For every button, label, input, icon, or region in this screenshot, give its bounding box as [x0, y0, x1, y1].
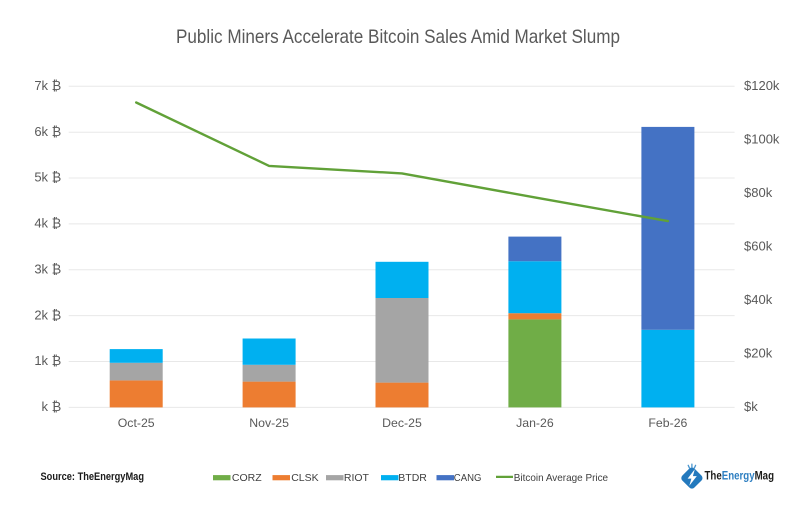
- svg-text:CORZ: CORZ: [232, 472, 262, 484]
- svg-text:BTDR: BTDR: [398, 472, 427, 484]
- svg-text:3k ₿: 3k ₿: [34, 262, 61, 277]
- svg-text:RIOT: RIOT: [344, 472, 370, 484]
- svg-text:CLSK: CLSK: [291, 472, 318, 484]
- svg-text:k ₿: k ₿: [42, 399, 62, 414]
- svg-text:$60k: $60k: [744, 239, 773, 254]
- svg-text:$80k: $80k: [744, 185, 773, 200]
- svg-text:2k ₿: 2k ₿: [34, 307, 61, 322]
- svg-text:5k ₿: 5k ₿: [34, 170, 61, 185]
- svg-text:Dec-25: Dec-25: [382, 416, 422, 430]
- svg-text:$100k: $100k: [744, 132, 780, 147]
- svg-text:7k ₿: 7k ₿: [34, 78, 61, 93]
- svg-text:Jan-26: Jan-26: [516, 416, 554, 430]
- svg-text:1k ₿: 1k ₿: [34, 353, 61, 368]
- svg-text:$20k: $20k: [744, 346, 773, 361]
- svg-text:TheEnergyMag: TheEnergyMag: [705, 469, 775, 483]
- svg-text:$40k: $40k: [744, 292, 773, 307]
- svg-text:Feb-26: Feb-26: [648, 416, 687, 430]
- svg-text:Nov-25: Nov-25: [249, 416, 289, 430]
- svg-text:Bitcoin Average Price: Bitcoin Average Price: [514, 472, 608, 484]
- svg-text:Oct-25: Oct-25: [118, 416, 155, 430]
- svg-text:Public Miners Accelerate Bitco: Public Miners Accelerate Bitcoin Sales A…: [176, 26, 620, 48]
- svg-text:$120k: $120k: [744, 78, 780, 93]
- svg-text:$k: $k: [744, 399, 758, 414]
- svg-text:4k ₿: 4k ₿: [34, 216, 61, 231]
- svg-text:6k ₿: 6k ₿: [34, 124, 61, 139]
- svg-text:CANG: CANG: [454, 472, 482, 484]
- svg-text:Source: TheEnergyMag: Source: TheEnergyMag: [41, 471, 145, 483]
